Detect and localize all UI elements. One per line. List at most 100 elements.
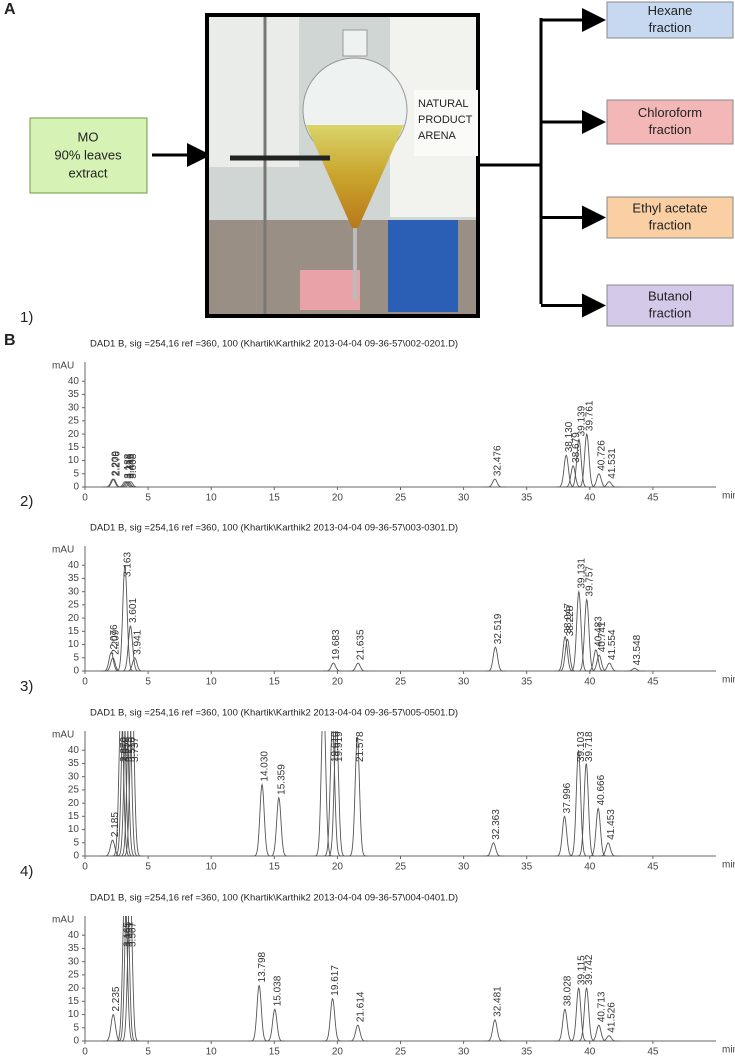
peak <box>554 815 575 857</box>
y-axis-label: mAU <box>52 545 74 556</box>
panel-number: 3) <box>20 678 33 695</box>
x-tick-label: 5 <box>145 677 151 688</box>
peak-label: 39.131 <box>576 558 587 589</box>
x-tick-label: 5 <box>145 862 151 873</box>
x-tick-label: 0 <box>82 1047 88 1058</box>
fraction-box <box>606 284 734 327</box>
fraction-text: Hexane <box>648 3 693 18</box>
x-tick-label: 30 <box>458 677 470 688</box>
y-tick-label: 10 <box>68 1009 80 1020</box>
y-tick-label: 25 <box>68 785 80 796</box>
x-tick-label: 10 <box>206 677 218 688</box>
y-tick-label: 0 <box>73 482 79 493</box>
y-axis-label: mAU <box>52 730 74 741</box>
peak <box>562 465 584 488</box>
peak <box>121 731 143 857</box>
photo: NATURAL PRODUCT ARENA <box>205 13 480 318</box>
peak <box>116 916 138 1042</box>
peak-label: 41.531 <box>607 448 618 479</box>
x-tick-label: 15 <box>269 862 281 873</box>
photo-sign: PRODUCT <box>418 114 473 126</box>
chromatogram: 2) DAD1 B, sig =254,16 ref =360, 100 (Kha… <box>20 493 735 688</box>
y-tick-label: 40 <box>68 560 80 571</box>
x-tick-label: 45 <box>647 862 659 873</box>
peak <box>485 646 506 672</box>
y-tick-label: 5 <box>73 837 79 848</box>
y-tick-label: 0 <box>73 1036 79 1047</box>
peak <box>483 842 504 857</box>
peak <box>624 667 645 672</box>
x-tick-label: 0 <box>82 677 88 688</box>
peak-label: 38.130 <box>564 421 575 452</box>
peak <box>576 986 597 1042</box>
x-tick-label: 40 <box>584 862 596 873</box>
y-tick-label: 20 <box>68 983 80 994</box>
x-tick-label: 45 <box>647 677 659 688</box>
peak-label: 3.941 <box>132 629 143 654</box>
x-tick-label: 20 <box>332 862 344 873</box>
y-tick-label: 0 <box>73 666 79 677</box>
peak-label: 3.316 <box>124 453 135 478</box>
peak <box>484 478 506 488</box>
y-tick-label: 15 <box>68 626 80 637</box>
peak-label: 41.554 <box>607 629 618 660</box>
chromatogram-title: DAD1 B, sig =254,16 ref =360, 100 (Khart… <box>90 893 458 904</box>
peak <box>113 731 134 857</box>
x-tick-label: 15 <box>269 1047 281 1058</box>
fraction-text: fraction <box>649 305 692 320</box>
peak-label: 32.363 <box>491 809 502 840</box>
peak <box>124 657 146 672</box>
peak-label: 15.038 <box>272 975 283 1006</box>
photo-sign: NATURAL <box>418 98 469 110</box>
chromatogram-title: DAD1 B, sig =254,16 ref =360, 100 (Khart… <box>90 339 458 350</box>
chromatogram: 4) DAD1 B, sig =254,16 ref =360, 100 (Kha… <box>20 863 735 1058</box>
peak <box>120 624 141 672</box>
peak-label: 2.870 <box>119 737 130 762</box>
x-tick-label: 40 <box>584 493 596 504</box>
x-axis-label: min <box>722 491 735 502</box>
y-tick-label: 5 <box>73 1022 79 1033</box>
peak-label: 3.608 <box>128 453 139 478</box>
y-tick-label: 5 <box>73 652 79 663</box>
peak <box>347 1024 369 1042</box>
y-axis-label: mAU <box>52 915 74 926</box>
y-tick-label: 35 <box>68 573 80 584</box>
fraction-text: Butanol <box>648 288 692 303</box>
peak <box>588 473 610 488</box>
y-tick-label: 20 <box>68 613 80 624</box>
peak-label: 2.235 <box>111 986 122 1011</box>
peak-label: 43.548 <box>632 634 643 665</box>
peak <box>114 565 136 672</box>
peak-label: 2.185 <box>110 812 121 837</box>
x-tick-label: 0 <box>82 862 88 873</box>
chromatogram: 1) DAD1 B, sig =254,16 ref =360, 100 (Kha… <box>20 309 735 504</box>
peak-label: 3.601 <box>128 598 139 623</box>
source-text: 90% leaves <box>54 147 122 162</box>
x-tick-label: 20 <box>332 677 344 688</box>
panel-number: 1) <box>20 309 33 326</box>
y-tick-label: 40 <box>68 745 80 756</box>
peak <box>116 731 137 857</box>
peak <box>598 481 620 488</box>
fraction-box <box>606 99 734 145</box>
peak-label: 13.798 <box>257 951 268 982</box>
peak-label: 40.741 <box>597 621 608 652</box>
peak-label: 2.209 <box>111 451 122 476</box>
peak-label: 3.567 <box>128 922 139 947</box>
y-tick-label: 15 <box>68 811 80 822</box>
fraction-text: fraction <box>649 122 692 137</box>
peak <box>588 1024 610 1042</box>
peak <box>587 807 609 857</box>
peak-label: 3.737 <box>130 737 141 762</box>
peak-label: 19.919 <box>334 731 345 762</box>
panel-a-label: A <box>4 1 16 18</box>
panel-number: 2) <box>20 493 33 510</box>
peak <box>110 731 132 857</box>
peak <box>568 750 589 857</box>
peak <box>326 731 347 857</box>
fraction-box <box>606 196 734 239</box>
peak-label: 39.718 <box>584 731 595 762</box>
peak-label: 39.757 <box>584 566 595 597</box>
peak <box>484 1019 506 1042</box>
